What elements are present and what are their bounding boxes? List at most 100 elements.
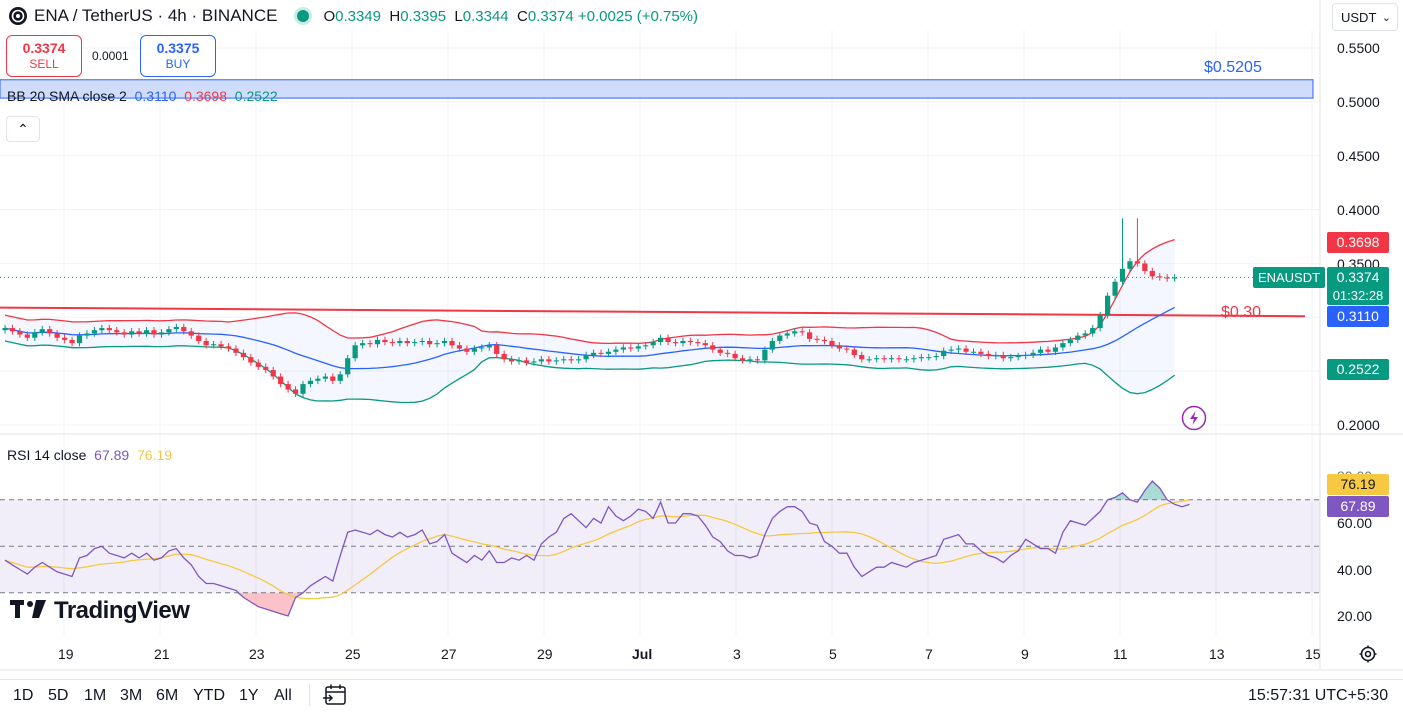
rsi-oversold-fill <box>243 592 251 603</box>
candle <box>613 349 619 352</box>
timeframe-1m[interactable]: 1M <box>84 687 107 704</box>
candle <box>1142 263 1148 271</box>
candle <box>844 348 850 350</box>
settings-icon[interactable] <box>1358 644 1378 669</box>
flash-icon[interactable] <box>1181 405 1207 436</box>
candle <box>1067 339 1073 344</box>
candle <box>337 374 343 381</box>
time-axis-label: 29 <box>537 646 553 662</box>
candle <box>1060 343 1066 348</box>
timeframe-all[interactable]: All <box>274 687 292 704</box>
candle <box>799 331 805 333</box>
candle <box>650 342 656 346</box>
price-axis-label: 0.2000 <box>1337 417 1380 433</box>
candle <box>218 344 224 347</box>
candle <box>1023 354 1029 357</box>
price-axis-label: 0.4500 <box>1337 148 1380 164</box>
time-axis-label: 21 <box>154 646 170 662</box>
candle <box>225 346 232 349</box>
candle <box>628 347 634 349</box>
symbol-legend[interactable]: ENA / TetherUS · 4h · BINANCE O0.3349 H0… <box>8 6 698 26</box>
candle <box>970 351 977 353</box>
candle <box>419 340 425 343</box>
clock-timezone[interactable]: 15:57:31 UTC+5:30 <box>1248 687 1389 704</box>
rsi-axis-label: 60.00 <box>1337 515 1373 531</box>
symbol-title[interactable]: ENA / TetherUS · 4h · BINANCE <box>34 6 278 25</box>
currency-selector[interactable]: USDT ⌄ <box>1332 3 1398 31</box>
last-price-badge: 0.3374 01:32:28 <box>1327 267 1389 305</box>
support-line <box>0 306 1306 318</box>
candle <box>1112 281 1118 296</box>
candle <box>658 337 664 343</box>
candle <box>777 335 783 341</box>
candle <box>494 345 500 354</box>
candle <box>300 384 306 394</box>
timeframe-1y[interactable]: 1Y <box>239 687 259 704</box>
timeframe-3m[interactable]: 3M <box>120 687 143 704</box>
bar-countdown: 01:32:28 <box>1332 288 1384 303</box>
candle <box>538 359 544 362</box>
candle <box>903 359 910 361</box>
candle <box>1149 270 1155 277</box>
time-axis-label: 23 <box>249 646 265 662</box>
candle <box>486 345 492 348</box>
candle <box>1045 349 1051 352</box>
candle <box>963 348 969 352</box>
target-zone <box>0 79 1314 99</box>
symbol-badge: ENAUSDT <box>1253 267 1325 288</box>
candle <box>479 347 485 349</box>
candle <box>270 370 276 377</box>
buy-button[interactable]: 0.3375 BUY <box>140 35 216 77</box>
target-level-label: $0.5205 <box>1204 59 1262 76</box>
candle <box>739 358 746 361</box>
rsi-legend[interactable]: RSI 14 close 67.89 76.19 <box>7 447 173 463</box>
date-range-icon[interactable] <box>323 683 349 712</box>
candle <box>449 340 455 346</box>
time-axis-label: 25 <box>345 646 361 662</box>
ohlc-values: O0.3349 H0.3395 L0.3344 C0.3374 +0.0025 … <box>323 7 698 25</box>
candle <box>292 389 299 394</box>
candle <box>859 354 865 360</box>
candle <box>896 358 902 360</box>
candle <box>136 331 142 334</box>
candle <box>143 330 150 334</box>
candle <box>881 358 887 360</box>
candle <box>32 332 38 338</box>
candle <box>821 339 828 341</box>
time-axis-label: 3 <box>733 646 741 662</box>
bb-basis-badge: 0.3110 <box>1327 306 1389 327</box>
candle <box>1105 295 1111 316</box>
timeframe-6m[interactable]: 6M <box>156 687 179 704</box>
candle <box>307 380 314 385</box>
candle <box>1172 277 1178 279</box>
candle <box>248 357 254 363</box>
collapse-legend-button[interactable]: ⌃ <box>6 116 40 142</box>
bb-lower-line <box>4 340 1176 404</box>
candle <box>635 346 641 349</box>
bb-band-fill <box>5 239 1175 403</box>
timeframe-ytd[interactable]: YTD <box>193 687 225 704</box>
candle <box>471 348 477 352</box>
candle <box>993 354 999 357</box>
candle <box>54 333 60 338</box>
chevron-down-icon: ⌄ <box>1381 12 1391 24</box>
bb-legend[interactable]: BB 20 SMA close 2 0.3110 0.3698 0.2522 <box>7 88 278 104</box>
candle <box>888 358 895 360</box>
candle <box>985 353 991 357</box>
candle <box>1097 315 1103 329</box>
tradingview-logo[interactable]: TradingView <box>10 597 190 625</box>
candle <box>747 359 753 361</box>
candle <box>285 384 291 390</box>
candle <box>196 335 202 341</box>
bb-basis-line <box>4 306 1175 370</box>
candle <box>330 376 336 381</box>
timeframe-5d[interactable]: 5D <box>48 687 69 704</box>
rsi-axis-label: 40.00 <box>1337 562 1373 578</box>
candle <box>598 352 604 354</box>
time-axis-label: 19 <box>58 646 74 662</box>
candle <box>1082 333 1088 336</box>
sell-button[interactable]: 0.3374 SELL <box>6 35 82 77</box>
time-axis-label: 9 <box>1021 646 1029 662</box>
timeframe-1d[interactable]: 1D <box>13 687 34 704</box>
